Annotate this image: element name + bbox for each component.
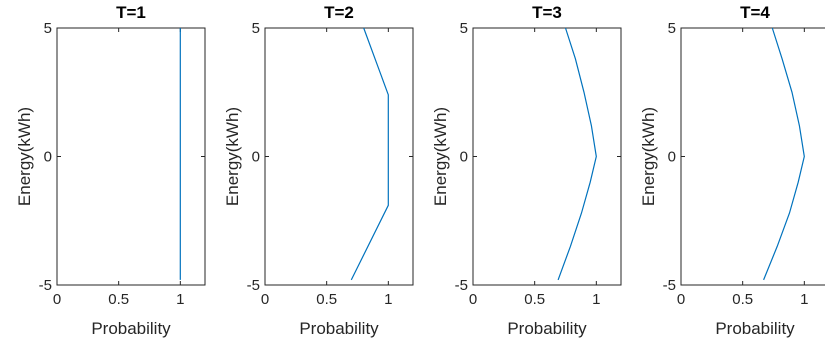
y-axis-label: Energy(kWh)	[15, 107, 34, 206]
panel-title: T=3	[532, 3, 562, 22]
y-tick-label: 5	[44, 20, 52, 37]
y-tick-label: -5	[663, 277, 676, 294]
x-tick-label: 0.5	[524, 291, 545, 308]
x-axis-label: Probability	[91, 319, 171, 338]
y-axis-label: Energy(kWh)	[431, 107, 450, 206]
y-tick-label: 0	[460, 149, 468, 166]
axes-frame	[472, 27, 622, 286]
axes-frame	[680, 27, 825, 286]
y-axis-label: Energy(kWh)	[223, 107, 242, 206]
x-tick-label: 1	[384, 291, 392, 308]
y-tick-label: 0	[252, 149, 260, 166]
x-tick-label: 0.5	[108, 291, 129, 308]
series-line	[350, 27, 389, 281]
y-tick-label: 5	[460, 20, 468, 37]
y-tick-label: 5	[252, 20, 260, 37]
x-tick-label: 0	[53, 291, 61, 308]
x-axis-label: Probability	[507, 319, 587, 338]
y-tick-label: 0	[668, 149, 676, 166]
y-tick-label: -5	[247, 277, 260, 294]
panel-title: T=2	[324, 3, 354, 22]
axes-frame	[56, 27, 206, 286]
x-tick-label: 1	[800, 291, 808, 308]
x-tick-label: 0	[469, 291, 477, 308]
x-tick-label: 0	[261, 291, 269, 308]
x-tick-label: 0.5	[316, 291, 337, 308]
x-axis-label: Probability	[299, 319, 379, 338]
y-tick-label: -5	[39, 277, 52, 294]
x-tick-label: 1	[592, 291, 600, 308]
x-tick-label: 1	[176, 291, 184, 308]
y-axis-label: Energy(kWh)	[639, 107, 658, 206]
x-tick-label: 0.5	[732, 291, 753, 308]
panel-title: T=4	[740, 3, 770, 22]
x-tick-label: 0	[677, 291, 685, 308]
series-line	[557, 27, 597, 281]
axes-frame	[264, 27, 414, 286]
series-line	[763, 27, 805, 281]
y-tick-label: 5	[668, 20, 676, 37]
panel-title: T=1	[116, 3, 146, 22]
y-tick-label: 0	[44, 149, 52, 166]
y-tick-label: -5	[455, 277, 468, 294]
x-axis-label: Probability	[715, 319, 795, 338]
